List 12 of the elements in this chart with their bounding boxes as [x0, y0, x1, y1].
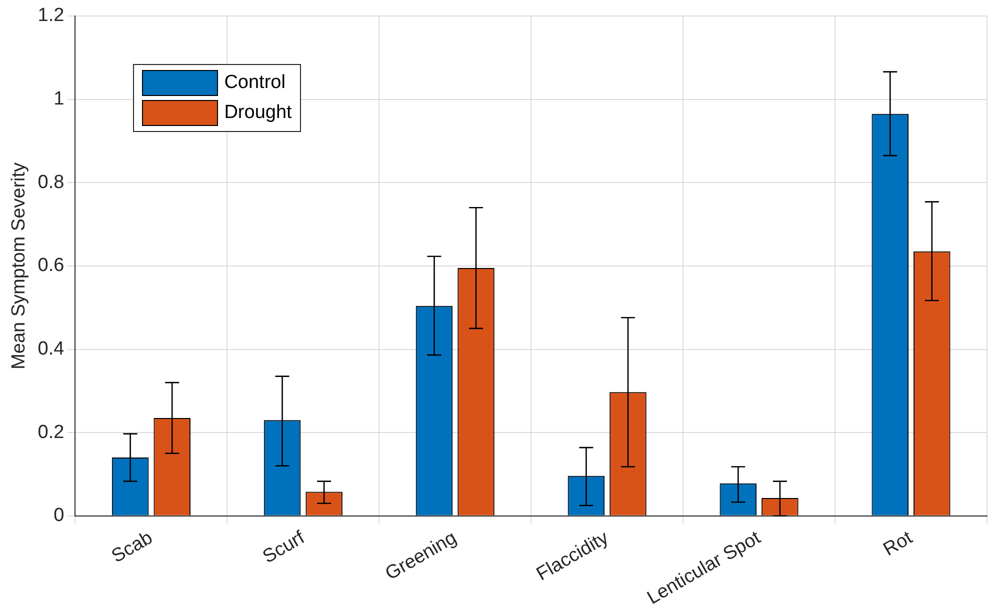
y-axis-title: Mean Symptom Severity: [8, 162, 30, 370]
y-tick-label: 0.4: [38, 338, 65, 360]
y-tick-label: 0.2: [38, 422, 64, 443]
legend-label: Control: [224, 72, 286, 94]
x-tick-label: Scab: [108, 527, 156, 568]
y-tick-label: 0.6: [38, 255, 64, 276]
legend-label: Drought: [224, 102, 292, 124]
x-tick-label: Rot: [880, 527, 917, 560]
y-tick-label: 1.2: [38, 5, 64, 26]
y-tick-label: 0.8: [38, 172, 64, 193]
y-tick-label: 0: [54, 505, 64, 526]
y-tick-label: 1: [54, 88, 64, 110]
